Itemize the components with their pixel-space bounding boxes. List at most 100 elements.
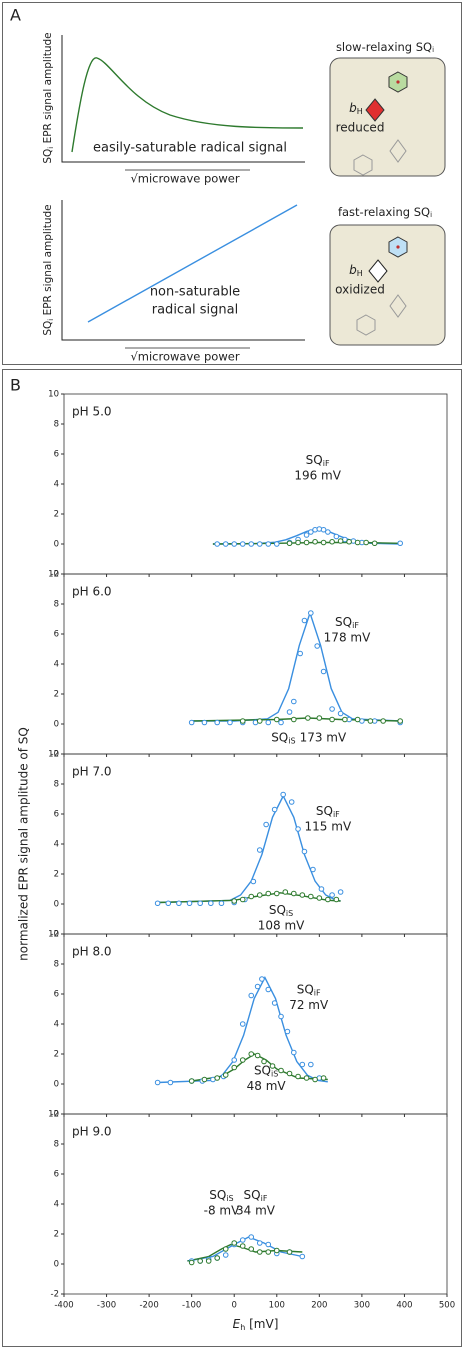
annotation-subscript: iF <box>352 621 359 630</box>
text-part: EPR signal amplitude <box>42 204 54 318</box>
x-tick-label: -200 <box>139 1301 158 1311</box>
annotation-label: 173 mV <box>300 730 347 744</box>
diamond <box>365 98 385 122</box>
data-point <box>165 900 172 907</box>
data-point <box>265 1241 272 1248</box>
x-tick-label: -300 <box>97 1301 116 1311</box>
data-point <box>248 541 255 547</box>
annotation: SQiF <box>297 982 321 997</box>
data-point <box>278 719 284 726</box>
annotation: SQiF <box>306 453 330 468</box>
annotation: SQiF <box>335 615 359 630</box>
y-tick-label: 4 <box>54 1200 59 1210</box>
y-tick-label: 2 <box>54 1230 59 1240</box>
data-point <box>239 1243 246 1249</box>
x-tick-label: 100 <box>269 1301 285 1311</box>
annotation: SQiF <box>316 804 340 819</box>
data-point <box>299 892 306 898</box>
plot-frame <box>63 753 448 935</box>
data-point <box>367 718 374 724</box>
text-part: [mV] <box>245 1317 278 1331</box>
data-point <box>269 1063 276 1069</box>
y-axis-label: normalized EPR signal amplitude of SQ <box>17 727 31 961</box>
data-point <box>337 889 344 895</box>
data-point <box>280 791 286 798</box>
data-point <box>312 538 318 545</box>
x-axis-label: √microwave power <box>130 350 239 364</box>
data-point <box>305 715 311 721</box>
subscript: i <box>47 319 55 321</box>
data-point <box>239 541 246 547</box>
data-point <box>303 1075 310 1081</box>
data-point <box>397 718 403 724</box>
curve-label: radical signal <box>152 303 239 318</box>
data-point <box>291 698 297 705</box>
data-point <box>167 1079 174 1086</box>
dot <box>396 245 400 249</box>
annotation-subscript: iF <box>333 810 340 819</box>
y-tick-label: -2 <box>51 750 59 760</box>
site-label: bH <box>349 101 363 116</box>
data-point <box>265 719 272 726</box>
y-tick-label: 6 <box>54 450 59 460</box>
data-point <box>325 529 331 535</box>
annotation-label: 48 mV <box>247 1079 287 1093</box>
box-title: slow-relaxing SQi <box>336 40 434 55</box>
diamond <box>368 259 388 283</box>
data-point <box>254 1052 261 1059</box>
data-point <box>295 826 301 832</box>
data-point <box>308 610 314 616</box>
y-tick-label: 4 <box>54 660 59 670</box>
data-point <box>397 540 403 547</box>
data-point <box>201 719 208 726</box>
data-point <box>239 1021 246 1027</box>
annotation-name: SQ <box>271 730 288 744</box>
data-point <box>286 1249 293 1255</box>
data-point <box>197 1258 203 1264</box>
data-point <box>320 539 327 546</box>
diamond <box>389 139 407 163</box>
x-tick-label: 200 <box>311 1301 327 1311</box>
data-point <box>248 1246 255 1252</box>
subscript: i <box>432 46 434 54</box>
x-tick-label: 400 <box>396 1301 412 1311</box>
data-point <box>218 900 225 907</box>
data-point <box>310 866 316 873</box>
subscript: H <box>357 269 363 278</box>
y-tick-label: 6 <box>54 990 59 1000</box>
y-tick-label: 8 <box>54 780 59 790</box>
subscript: H <box>357 107 363 116</box>
data-point <box>329 716 335 723</box>
data-point <box>299 1061 306 1068</box>
data-point <box>265 1249 272 1255</box>
data-point <box>308 1061 314 1068</box>
y-tick-label: 0 <box>54 540 59 550</box>
data-point <box>284 1028 291 1035</box>
data-point <box>316 715 323 721</box>
data-point <box>248 1051 255 1057</box>
data-point <box>320 668 327 675</box>
x-tick-label: 0 <box>232 1301 237 1311</box>
y-tick-label: 2 <box>54 690 59 700</box>
data-point <box>271 1000 278 1006</box>
annotation-subscript: iS <box>288 736 295 745</box>
x-tick-label: -400 <box>54 1301 73 1311</box>
data-point <box>273 1247 280 1254</box>
state-label: oxidized <box>335 283 385 297</box>
data-point <box>214 1075 220 1081</box>
state-label: reduced <box>336 121 385 135</box>
x-axis-label: √microwave power <box>130 172 239 186</box>
panel-label: A <box>10 6 21 25</box>
y-tick-label: 4 <box>54 480 59 490</box>
site-label: bH <box>349 263 363 278</box>
data-point <box>271 806 278 813</box>
data-point <box>231 1064 238 1071</box>
data-point <box>273 541 280 547</box>
data-point <box>254 983 261 990</box>
annotation-subscript: iF <box>261 1194 268 1203</box>
data-point <box>231 541 238 547</box>
data-point <box>248 992 255 999</box>
text-part: EPR signal amplitude <box>42 32 54 146</box>
data-point <box>197 900 203 907</box>
axes <box>61 35 305 163</box>
